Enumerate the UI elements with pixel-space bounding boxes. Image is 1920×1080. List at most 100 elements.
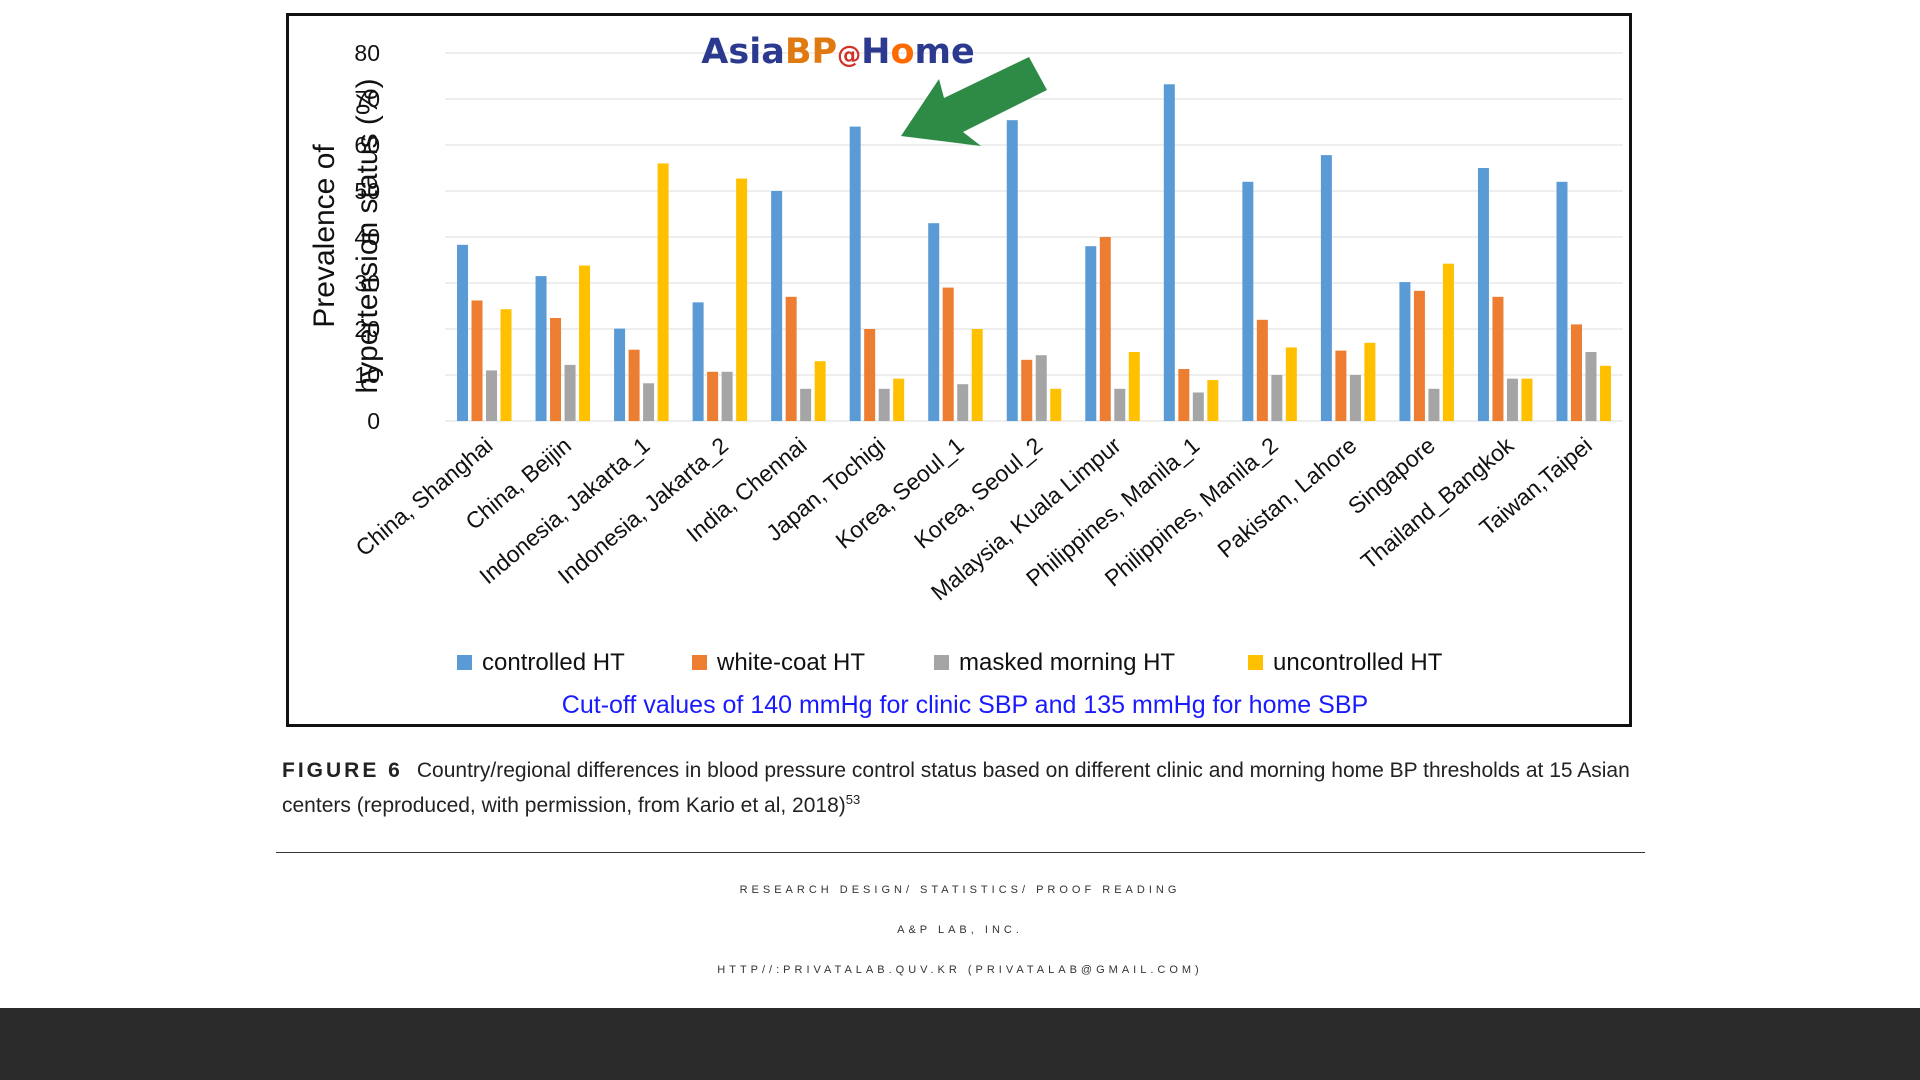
y-axis-ticks: 0 10 20 30 40 50 60 70 80 [354,40,380,434]
bar [614,328,626,421]
bar [800,388,812,421]
bars [457,84,1611,421]
legend-swatch [1248,655,1263,670]
bar [1242,181,1254,421]
y-tick-label: 0 [367,408,380,434]
y-tick-label: 70 [354,86,380,112]
green-arrow-annotation [901,57,1047,146]
caption-reference: 53 [845,792,861,807]
bar [535,276,547,421]
y-tick-label: 60 [354,132,380,158]
bar [500,309,512,421]
bar [971,329,983,421]
bar [721,371,733,421]
y-tick-label: 30 [354,270,380,296]
bar [1570,324,1582,421]
divider-line [276,852,1645,853]
bar [1178,369,1190,421]
y-tick-label: 50 [354,178,380,204]
x-category-label: Pakistan, Lahore [1212,432,1361,563]
legend-swatch [692,655,707,670]
bar [942,287,954,421]
bar [1506,378,1518,421]
bar [1285,347,1297,421]
figure-caption: FIGURE 6 Country/regional differences in … [282,756,1638,820]
bar [486,370,498,421]
legend-swatch [934,655,949,670]
legend-label: masked morning HT [959,649,1175,676]
bar-chart: 0 10 20 30 40 50 60 70 80 China, ShanghaiChina, … [308,32,1623,719]
bar [1085,246,1097,421]
bar [564,364,576,421]
legend-label: uncontrolled HT [1273,649,1443,676]
bar [1349,375,1361,421]
bar [814,361,826,421]
bar [643,383,655,421]
y-axis-title-line: hypertension status (%) [351,78,384,393]
bar [1585,352,1597,421]
bar [1271,375,1283,421]
bottom-bar [0,1008,1920,1080]
bar [1006,120,1018,421]
legend-label: controlled HT [482,649,625,676]
bar [1521,378,1533,421]
bar [1477,168,1489,421]
bar [957,384,969,421]
y-tick-label: 10 [354,362,380,388]
bar [1320,155,1332,421]
bar [1428,388,1440,421]
legend-swatch [457,655,472,670]
bar [736,178,748,421]
bar [579,265,591,421]
bar [864,329,876,421]
bar [707,371,719,421]
footer-company: A&P LAB, INC. [897,924,1023,936]
bar [1335,350,1347,421]
bar [878,388,890,421]
arrow-shape [901,57,1047,146]
gridlines [445,52,1623,422]
caption-text: Country/regional differences in blood pr… [282,759,1630,817]
bar [1442,263,1454,421]
footer-contact[interactable]: HTTP//:PRIVATALAB.QUV.KR (PRIVATALAB@GMA… [717,964,1203,976]
x-category-label: China, Shanghai [350,432,497,561]
asia-bp-home-logo: AsiaBP@Home [701,32,974,72]
bar [1413,290,1425,421]
y-tick-label: 20 [354,316,380,342]
bar [1128,352,1140,421]
y-tick-label: 40 [354,224,380,250]
legend-label: white-coat HT [716,649,865,676]
bar [1050,388,1062,421]
figure-frame: 0 10 20 30 40 50 60 70 80 China, Shanghai China, … [286,13,1632,727]
bar [1207,380,1219,421]
bar [1599,365,1611,421]
bar [1114,388,1126,421]
bar [849,126,861,421]
bar [628,349,640,421]
bar [1364,342,1376,421]
bar [1192,392,1204,421]
bar [1035,355,1047,421]
y-axis-title-line: Prevalence of [308,144,341,328]
bar [785,296,797,421]
logo-text: AsiaBP@Home [701,32,974,72]
legend: controlled HT white-coat HT masked morning… [457,649,1443,676]
bar [457,244,469,421]
bar [1099,237,1111,421]
cutoff-annotation: Cut-off values of 140 mmHg for clinic SB… [562,691,1368,719]
bar [1256,319,1268,421]
bar [1492,296,1504,421]
y-tick-label: 80 [354,40,380,66]
bar [1399,282,1411,421]
bar [550,317,562,421]
bar [692,302,704,421]
bar [928,223,940,421]
figure-label: FIGURE 6 [282,759,403,782]
bar [657,163,669,421]
bar [471,300,483,421]
y-axis-title: Prevalence of hypertension status (%) [308,78,384,393]
bar [1163,84,1175,421]
bar [771,191,783,421]
footer-services: RESEARCH DESIGN/ STATISTICS/ PROOF READI… [739,884,1181,896]
